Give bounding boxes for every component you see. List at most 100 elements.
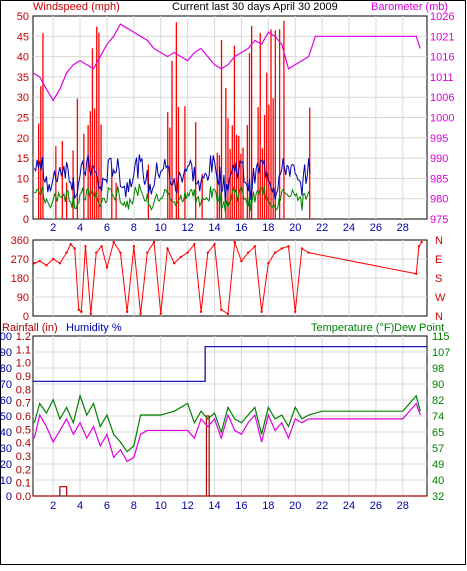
wind-x-tick: 2 [50, 222, 56, 234]
rainfall-axis-label: Rainfall (in) [2, 322, 58, 334]
barometer-y-tick: 1016 [430, 52, 454, 64]
wind-direction-point [179, 255, 183, 259]
humidity-y-tick: 50 [0, 411, 12, 423]
windspeed-axis-label: Windspeed (mph) [33, 1, 120, 13]
barometer-y-tick: 1011 [430, 72, 454, 84]
temperature-x-tick: 4 [77, 500, 83, 512]
direction-y-tick: 90 [17, 292, 29, 304]
rainfall-y-tick: 0.1 [16, 478, 31, 490]
wind-direction-point [84, 245, 87, 248]
temperature-y-tick: 115 [432, 331, 450, 343]
wind-direction-point [65, 251, 68, 254]
barometer-y-tick: 995 [430, 133, 448, 145]
rainfall-y-tick: 0.2 [16, 464, 31, 476]
direction-y-tick: 360 [11, 235, 29, 247]
temperature-x-tick: 14 [208, 500, 220, 512]
temperature-x-tick: 12 [182, 500, 194, 512]
temperature-y-tick: 74 [432, 411, 444, 423]
wind-direction-point [51, 257, 55, 261]
humidity-y-tick: 10 [0, 475, 12, 487]
wind-direction-point [73, 247, 76, 250]
wind-direction-point [95, 251, 98, 254]
wind-x-tick: 28 [397, 222, 409, 234]
humidity-y-tick: 70 [0, 379, 12, 391]
wind-direction-point [119, 251, 122, 254]
barometer-axis-label: Barometer (mb) [371, 1, 448, 13]
temperature-x-tick: 24 [343, 500, 355, 512]
wind-x-tick: 14 [208, 222, 220, 234]
wind-direction-point [38, 259, 41, 263]
humidity-y-tick: 100 [0, 331, 12, 343]
wind-direction-point [112, 240, 115, 244]
humidity-y-tick: 90 [0, 347, 12, 359]
barometer-y-tick: 1021 [430, 31, 454, 43]
temperature-x-tick: 18 [262, 500, 274, 512]
wind-direction-point [280, 247, 283, 250]
temperature-y-tick: 82 [432, 395, 444, 407]
wind-y-tick: 30 [17, 92, 29, 104]
wind-direction-point [240, 259, 243, 263]
wind-y-tick: 25 [17, 113, 29, 125]
wind-direction-point [172, 262, 176, 265]
wind-direction-point [233, 240, 236, 244]
wind-direction-line [34, 240, 423, 315]
wind-x-tick: 16 [235, 222, 247, 234]
barometer-y-tick: 985 [430, 173, 448, 185]
rainfall-y-tick: 0.4 [16, 438, 31, 450]
wind-direction-point [287, 245, 290, 248]
wind-x-tick: 22 [316, 222, 328, 234]
wind-direction-point [159, 312, 162, 316]
wind-direction-point [226, 312, 230, 316]
compass-label: S [435, 273, 442, 285]
wind-direction-point [89, 312, 93, 316]
wind-direction-point [193, 243, 196, 246]
barometer-y-tick: 980 [430, 194, 448, 206]
wind-direction-point [132, 245, 136, 248]
rainfall-y-tick: 0.8 [16, 384, 31, 396]
wind-y-tick: 0 [23, 214, 29, 226]
wind-direction-point [166, 247, 169, 250]
wind-x-tick: 20 [289, 222, 301, 234]
temperature-y-tick: 49 [432, 459, 444, 471]
wind-direction-point [45, 264, 48, 267]
wind-y-tick: 10 [17, 173, 29, 185]
wind-direction-point [77, 308, 80, 311]
wind-direction-point [300, 247, 304, 250]
dewpoint-axis-label: Dew Point [394, 322, 444, 334]
wind-y-tick: 20 [17, 133, 29, 145]
temperature-x-tick: 22 [316, 500, 328, 512]
wind-direction-point [139, 312, 142, 316]
temperature-y-tick: 90 [432, 379, 444, 391]
wind-average-line [33, 154, 311, 202]
barometer-y-tick: 990 [430, 153, 448, 165]
humidity-y-tick: 60 [0, 395, 12, 407]
wind-direction-point [307, 251, 310, 254]
wind-y-tick: 40 [17, 52, 29, 64]
wind-direction-point [294, 310, 297, 313]
wind-direction-point [199, 310, 203, 313]
chart-title: Current last 30 days April 30 2009 [172, 1, 338, 13]
temperature-y-tick: 57 [432, 443, 444, 455]
direction-y-tick: 270 [11, 254, 29, 266]
wind-direction-point [100, 245, 103, 248]
rainfall-y-tick: 0.5 [16, 424, 31, 436]
wind-direction-point [33, 262, 36, 265]
compass-label: N [435, 311, 443, 323]
wind-direction-point [260, 310, 263, 313]
wind-direction-point [267, 262, 270, 265]
wind-x-tick: 18 [262, 222, 274, 234]
wind-direction-point [58, 262, 62, 265]
wind-direction-point [213, 243, 216, 246]
humidity-axis-label: Humidity % [66, 322, 122, 334]
temperature-x-tick: 26 [370, 500, 382, 512]
rainfall-line [33, 346, 427, 382]
barometer-y-tick: 975 [430, 214, 448, 226]
wind-direction-point [420, 240, 423, 244]
wind-x-tick: 24 [343, 222, 355, 234]
compass-label: N [435, 235, 443, 247]
temperature-y-tick: 32 [432, 491, 444, 503]
plot-layer: 0510152025303540455097598098599099510001… [0, 11, 454, 512]
temperature-x-tick: 20 [289, 500, 301, 512]
rainfall-line [33, 415, 427, 497]
